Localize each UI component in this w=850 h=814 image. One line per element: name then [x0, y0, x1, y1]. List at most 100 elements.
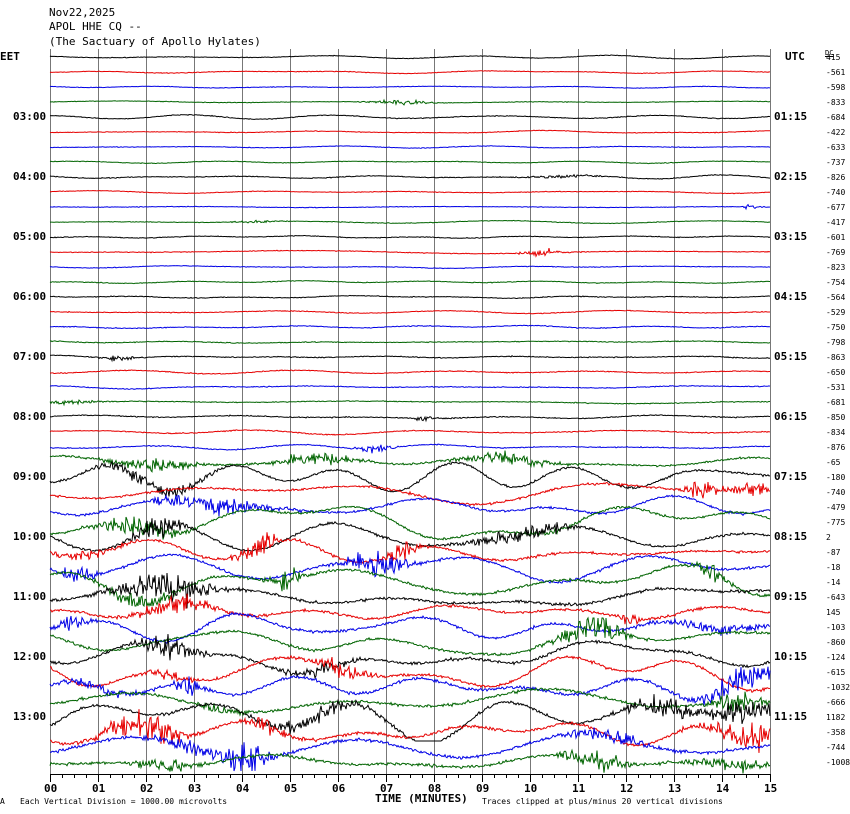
x-tick-label: 08 — [428, 782, 442, 795]
left-time-label: 06:00 — [13, 290, 47, 303]
dc-offset-label: 2 — [826, 533, 831, 542]
right-time-label: 07:15 — [774, 470, 808, 483]
seismic-trace — [49, 189, 771, 195]
seismic-trace — [49, 309, 770, 315]
dc-offset-label: -744 — [826, 743, 846, 752]
dc-offset-label: -833 — [826, 98, 846, 107]
x-tick-label: 10 — [524, 782, 538, 795]
x-axis-title: TIME (MINUTES) — [375, 792, 468, 805]
left-time-label: 13:00 — [13, 710, 47, 723]
dc-offset-label: -124 — [826, 653, 846, 662]
right-time-label: 05:15 — [774, 350, 808, 363]
dc-offset-label: -18 — [826, 563, 841, 572]
seismic-trace — [49, 384, 771, 390]
seismic-trace — [49, 129, 770, 134]
seismic-trace — [49, 203, 771, 211]
seismic-trace — [49, 414, 771, 423]
x-tick-label: 03 — [188, 782, 202, 795]
dc-offset-label: -643 — [826, 593, 846, 602]
right-time-label: 11:15 — [774, 710, 808, 723]
dc-offset-label: -87 — [826, 548, 841, 557]
left-time-label: 05:00 — [13, 230, 47, 243]
x-tick-label: 02 — [140, 782, 154, 795]
seismic-trace — [49, 219, 771, 225]
x-tick-label: 00 — [44, 782, 58, 795]
seismic-trace — [49, 264, 771, 270]
dc-offset-label: 145 — [826, 608, 841, 617]
right-time-label: 02:15 — [774, 170, 808, 183]
seismic-trace — [50, 494, 771, 517]
dc-offset-label: -684 — [826, 113, 846, 122]
right-time-label: 08:15 — [774, 530, 808, 543]
right-timezone-label: UTC — [785, 50, 805, 63]
dc-offset-label: -666 — [826, 698, 846, 707]
left-time-label: 08:00 — [13, 410, 47, 423]
dc-offset-label: -422 — [826, 128, 846, 137]
dc-offset-label: -740 — [826, 188, 846, 197]
dc-offset-label: -850 — [826, 413, 846, 422]
x-tick-label: 06 — [332, 782, 346, 795]
dc-offset-label: -740 — [826, 488, 846, 497]
dc-offset-label: -876 — [826, 443, 846, 452]
x-tick-label: 14 — [716, 782, 730, 795]
x-tick-label: 01 — [92, 782, 106, 795]
seismic-trace — [49, 369, 770, 375]
seismic-trace — [49, 518, 771, 552]
date-label: Nov22,2025 — [49, 6, 116, 19]
site-label: (The Sactuary of Apollo Hylates) — [49, 35, 261, 48]
seismic-trace — [49, 505, 771, 541]
dc-offset-label: -823 — [826, 263, 846, 272]
x-tick-label: 15 — [764, 782, 778, 795]
seismic-trace — [49, 443, 771, 454]
dc-offset-label: -358 — [826, 728, 846, 737]
dc-offset-label: -615 — [826, 668, 846, 677]
dc-offset-label: -564 — [826, 293, 846, 302]
seismic-trace — [49, 173, 771, 180]
dc-offset-label: -180 — [826, 473, 846, 482]
dc-offset-label: -14 — [826, 578, 841, 587]
seismic-trace — [49, 634, 771, 680]
seismic-trace — [49, 611, 771, 645]
seismic-trace — [49, 460, 771, 498]
dc-offset-label: -561 — [826, 68, 846, 77]
dc-offset-label: -65 — [826, 458, 841, 467]
dc-offset-label: -601 — [826, 233, 846, 242]
x-tick-label: 12 — [620, 782, 634, 795]
dc-offset-label: -650 — [826, 368, 846, 377]
right-time-label: 06:15 — [774, 410, 808, 423]
seismic-trace — [49, 429, 771, 436]
dc-offset-label: -531 — [826, 383, 846, 392]
seismic-trace — [49, 616, 771, 657]
dc-offset-label: -1032 — [826, 683, 850, 692]
left-time-label: 03:00 — [13, 110, 47, 123]
seismic-trace — [49, 727, 771, 772]
x-tick-label: 04 — [236, 782, 250, 795]
dc-offset-label: -860 — [826, 638, 846, 647]
seismic-trace — [49, 666, 771, 706]
x-tick-label: 11 — [572, 782, 586, 795]
dc-offset-label: -633 — [826, 143, 846, 152]
x-tick-label: 09 — [476, 782, 490, 795]
seismic-trace — [49, 450, 770, 473]
dc-offset-label: -826 — [826, 173, 846, 182]
dc-offset-label: -529 — [826, 308, 846, 317]
dc-offset-label: 1182 — [826, 713, 846, 722]
seismic-trace — [49, 235, 771, 239]
x-tick-label: 05 — [284, 782, 298, 795]
dc-offset-label: -598 — [826, 83, 846, 92]
seismic-trace — [49, 340, 771, 344]
seismic-traces — [49, 54, 771, 774]
clip-note: Traces clipped at plus/minus 20 vertical… — [482, 797, 723, 806]
right-time-label: 01:15 — [774, 110, 808, 123]
seismic-trace — [49, 560, 771, 608]
seismic-trace — [49, 113, 771, 121]
dc-offset-label: -103 — [826, 623, 846, 632]
seismic-trace — [49, 481, 770, 507]
seismic-trace — [49, 247, 771, 258]
left-time-label: 04:00 — [13, 170, 47, 183]
dc-offset-label: -834 — [826, 428, 846, 437]
seismic-trace — [49, 572, 771, 609]
left-time-label: 12:00 — [13, 650, 47, 663]
x-tick-label: 13 — [668, 782, 682, 795]
